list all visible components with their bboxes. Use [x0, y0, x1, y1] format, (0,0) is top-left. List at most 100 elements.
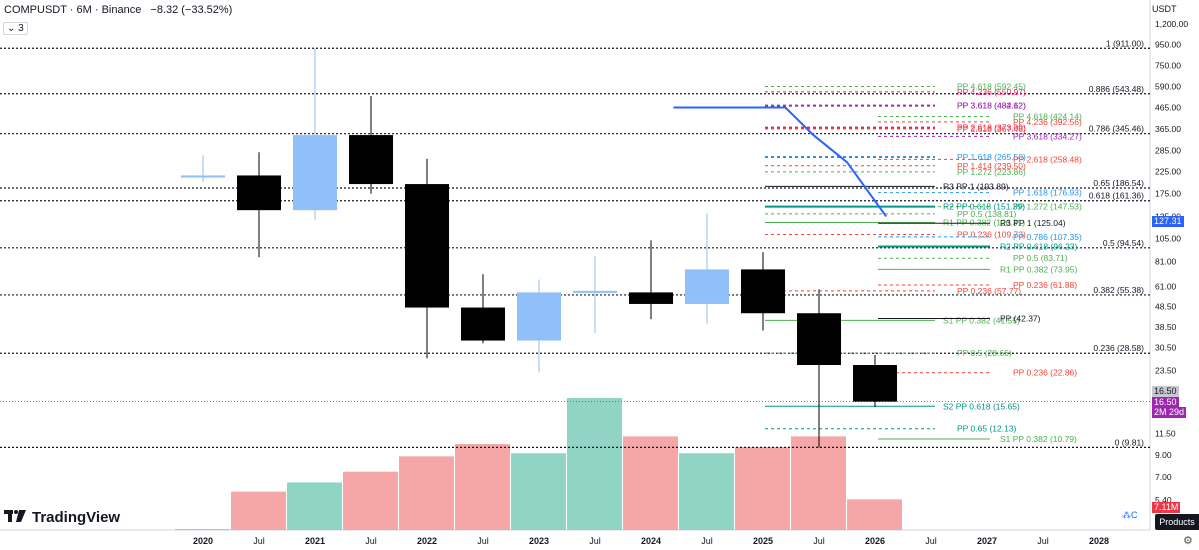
pivot-label: PP 3.618 (334.27): [1013, 131, 1082, 141]
y-tick-label: 1,200.00: [1155, 19, 1188, 29]
pivot-label: PP 3.618 (484.12): [957, 101, 1026, 111]
x-tick-label: Jul: [477, 536, 489, 546]
x-tick-label: 2020: [193, 536, 213, 546]
compare-icon[interactable]: ⁂C: [1122, 510, 1138, 520]
fib-level-label: 0.886 (543.48): [1089, 84, 1144, 94]
grey-price-tag: 16.50: [1152, 386, 1179, 397]
indicator-count: 3: [18, 23, 24, 34]
fib-level-label: 1 (911.00): [1106, 38, 1144, 48]
volume-bar: [567, 398, 622, 530]
pivot-label: PP 0.236 (22.86): [1013, 368, 1077, 378]
currency-label[interactable]: USDT: [1152, 4, 1177, 14]
volume-bar: [735, 447, 790, 530]
x-tick-label: 2023: [529, 536, 549, 546]
indicator-toggle-button[interactable]: ⌄ 3: [3, 22, 28, 35]
x-tick-label: Jul: [813, 536, 825, 546]
pivot-label: PP 0.236 (57.77): [957, 286, 1021, 296]
last-price-tag: 127.31: [1152, 216, 1184, 227]
pivot-label: R3 PP 1 (193.89): [943, 181, 1009, 191]
pivot-label: PP (42.37): [1000, 313, 1041, 323]
pivot-label: PP 4.618 (424.14): [1013, 111, 1082, 121]
fib-level-label: 0.65 (186.54): [1093, 178, 1144, 188]
pivot-label: R3 PP 1 (125.04): [1000, 218, 1066, 228]
pivot-label: PP 0.5 (83.71): [1013, 253, 1068, 263]
candle-body: [461, 307, 505, 341]
volume-bar: [791, 436, 846, 530]
y-tick-label: 38.50: [1155, 322, 1177, 332]
volume-bar: [231, 491, 286, 530]
x-tick-label: 2021: [305, 536, 325, 546]
chevron-down-icon: ⌄: [7, 23, 16, 34]
y-tick-label: 30.50: [1155, 342, 1177, 352]
pivot-label: R1 PP 0.382 (73.95): [1000, 264, 1078, 274]
candle-body: [853, 365, 897, 402]
y-tick-label: 175.00: [1155, 189, 1181, 199]
y-tick-label: 225.00: [1155, 166, 1181, 176]
pivot-label: PP 1.618 (265.50): [957, 152, 1026, 162]
candle-body: [405, 184, 449, 308]
y-tick-label: 285.00: [1155, 146, 1181, 156]
symbol-line: COMPUSDT · 6M · Binance: [4, 4, 142, 16]
products-button[interactable]: Products: [1155, 514, 1199, 530]
volume-bar: [847, 499, 902, 530]
x-tick-label: Jul: [925, 536, 937, 546]
x-tick-label: Jul: [1037, 536, 1049, 546]
y-tick-label: 105.00: [1155, 234, 1181, 244]
pivot-label: PP 1.272 (147.53): [1013, 202, 1082, 212]
x-tick-label: 2028: [1089, 536, 1109, 546]
y-tick-label: 48.50: [1155, 302, 1177, 312]
y-tick-label: 81.00: [1155, 256, 1177, 266]
gear-icon[interactable]: ⚙: [1183, 535, 1193, 547]
x-tick-label: Jul: [365, 536, 377, 546]
pivot-label: PP 1.618 (176.93): [1013, 188, 1082, 198]
y-tick-label: 9.00: [1155, 450, 1172, 460]
fib-level-label: 0.618 (161.36): [1089, 191, 1144, 201]
candle-body: [181, 175, 225, 178]
fib-level-label: 0 (9.81): [1115, 437, 1144, 447]
tradingview-logo[interactable]: TradingView: [4, 509, 120, 526]
pivot-label: R2 PP 0.618 (96.23): [1000, 241, 1078, 251]
volume-bar: [623, 436, 678, 530]
candle-body: [349, 135, 393, 185]
candle-body: [741, 269, 785, 314]
trend-line: [673, 106, 888, 218]
candle-body: [629, 292, 673, 304]
y-tick-label: 11.50: [1155, 428, 1176, 438]
x-tick-label: 2024: [641, 536, 661, 546]
candle-body: [237, 175, 281, 211]
fib-level-label: 0.382 (55.38): [1093, 285, 1144, 295]
x-tick-label: 2027: [977, 536, 997, 546]
pivot-label: PP 0.236 (61.88): [1013, 280, 1077, 290]
y-tick-label: 5.40: [1155, 495, 1172, 505]
pivot-label: PP 2.618 (258.48): [1013, 154, 1082, 164]
candle-body: [685, 269, 729, 304]
pivot-label: S1 PP 0.382 (41.55): [943, 315, 1020, 325]
x-tick-label: 2022: [417, 536, 437, 546]
y-tick-label: 365.00: [1155, 124, 1181, 134]
volume-bar: [679, 453, 734, 530]
pivot-label: PP 1.272 (223.86): [957, 167, 1026, 177]
pivot-label: PP 2.618 (373.09): [957, 123, 1026, 133]
pivot-label: PP 2.618 (367.46): [957, 124, 1026, 134]
pivot-label: S2 PP 0.618 (15.65): [943, 401, 1020, 411]
volume-bar: [287, 482, 342, 530]
fib-level-label: 0.236 (28.58): [1093, 343, 1144, 353]
pivot-label: PP 0.65 (12.13): [957, 424, 1017, 434]
fib-level-label: 0.5 (94.54): [1103, 238, 1144, 248]
pivot-label: R1 PP 0.382 (126.31): [943, 218, 1025, 228]
x-tick-label: Jul: [701, 536, 713, 546]
y-tick-label: 465.00: [1155, 103, 1181, 113]
tradingview-logo-text: TradingView: [32, 509, 121, 526]
pivot-label: PP 4.618 (592.45): [957, 82, 1026, 92]
volume-tag: 7.11M: [1152, 502, 1181, 513]
pivot-label: PP 0.786 (107.35): [1013, 232, 1082, 242]
symbol-header: COMPUSDT · 6M · Binance −8.32 (−33.52%): [4, 4, 232, 16]
countdown-tag: 2M 29d: [1152, 407, 1187, 418]
x-tick-label: 2025: [753, 536, 773, 546]
pivot-label: PP 0.236 (109.73): [957, 229, 1026, 239]
volume-bar: [511, 453, 566, 530]
volume-bar: [343, 471, 398, 530]
candle-body: [573, 290, 617, 293]
volume-bar: [455, 444, 510, 530]
